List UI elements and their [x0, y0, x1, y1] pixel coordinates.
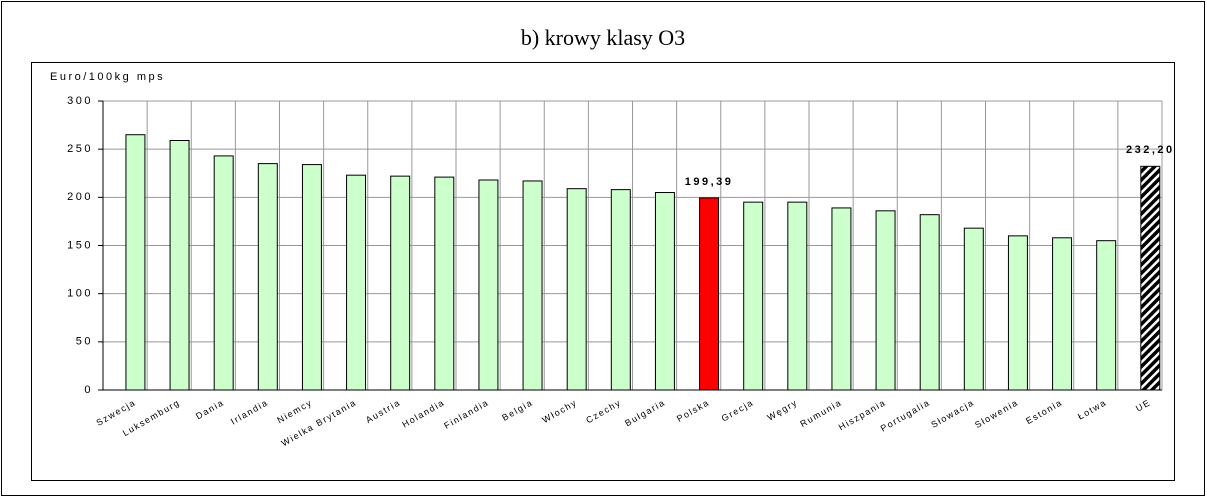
bar	[1096, 240, 1117, 391]
bar	[963, 227, 984, 391]
y-axis-label: Euro/100kg mps	[50, 71, 165, 83]
x-tick-label: Finlandia	[442, 397, 490, 431]
bar	[1007, 235, 1028, 391]
y-tick-label: 200	[67, 191, 93, 203]
chart-title: b) krowy klasy O3	[521, 25, 685, 50]
y-tick-label: 50	[76, 336, 93, 348]
x-tick-label: Estonia	[1024, 397, 1064, 426]
bar	[1052, 237, 1073, 391]
x-tick-label: UE	[1134, 397, 1152, 413]
x-tick-label: Węgry	[765, 397, 799, 422]
x-tick-label: Portugalia	[879, 397, 932, 433]
x-tick-label: Słowacja	[929, 397, 976, 430]
bar	[478, 179, 499, 391]
bar	[787, 201, 808, 391]
bar	[1140, 165, 1161, 391]
x-tick-label: Łotwa	[1076, 397, 1108, 421]
bar	[390, 175, 411, 391]
value-label: 199,39	[685, 176, 734, 188]
x-tick-label: Grecja	[720, 397, 756, 423]
bar	[831, 207, 852, 391]
bar	[346, 174, 367, 391]
x-tick-label: Włochy	[541, 397, 579, 425]
bar	[213, 155, 234, 391]
bar	[743, 201, 764, 391]
x-tick-label: Dania	[194, 397, 226, 421]
bar	[654, 192, 675, 391]
x-tick-label: Niemcy	[275, 397, 314, 425]
y-tick-label: 100	[67, 288, 93, 300]
value-label: 232,20	[1126, 144, 1175, 156]
bar	[610, 189, 631, 391]
x-tick-label: Polska	[675, 397, 711, 424]
x-tick-label: Słowenia	[973, 397, 1020, 430]
bar	[919, 214, 940, 391]
bar	[301, 164, 322, 391]
y-tick-label: 300	[67, 95, 93, 107]
bar	[875, 210, 896, 391]
x-tick-label: Irlandia	[229, 397, 270, 426]
bar	[169, 139, 190, 391]
chart-frame	[31, 62, 1175, 481]
x-tick-label: Austria	[364, 397, 402, 425]
x-tick-label: Bułgaria	[623, 397, 667, 428]
bar	[566, 188, 587, 391]
bar	[257, 163, 278, 391]
y-tick-label: 0	[84, 384, 93, 396]
bar	[699, 197, 720, 391]
x-tick-label: Holandia	[400, 397, 446, 429]
x-tick-label: Czechy	[584, 397, 623, 425]
x-tick-label: Belgia	[500, 397, 534, 423]
bar	[522, 180, 543, 391]
bar	[125, 134, 146, 391]
x-tick-label: Wielka Brytania	[280, 397, 359, 448]
y-tick-label: 250	[67, 143, 93, 155]
y-tick-label: 150	[67, 239, 93, 251]
bar	[434, 176, 455, 391]
